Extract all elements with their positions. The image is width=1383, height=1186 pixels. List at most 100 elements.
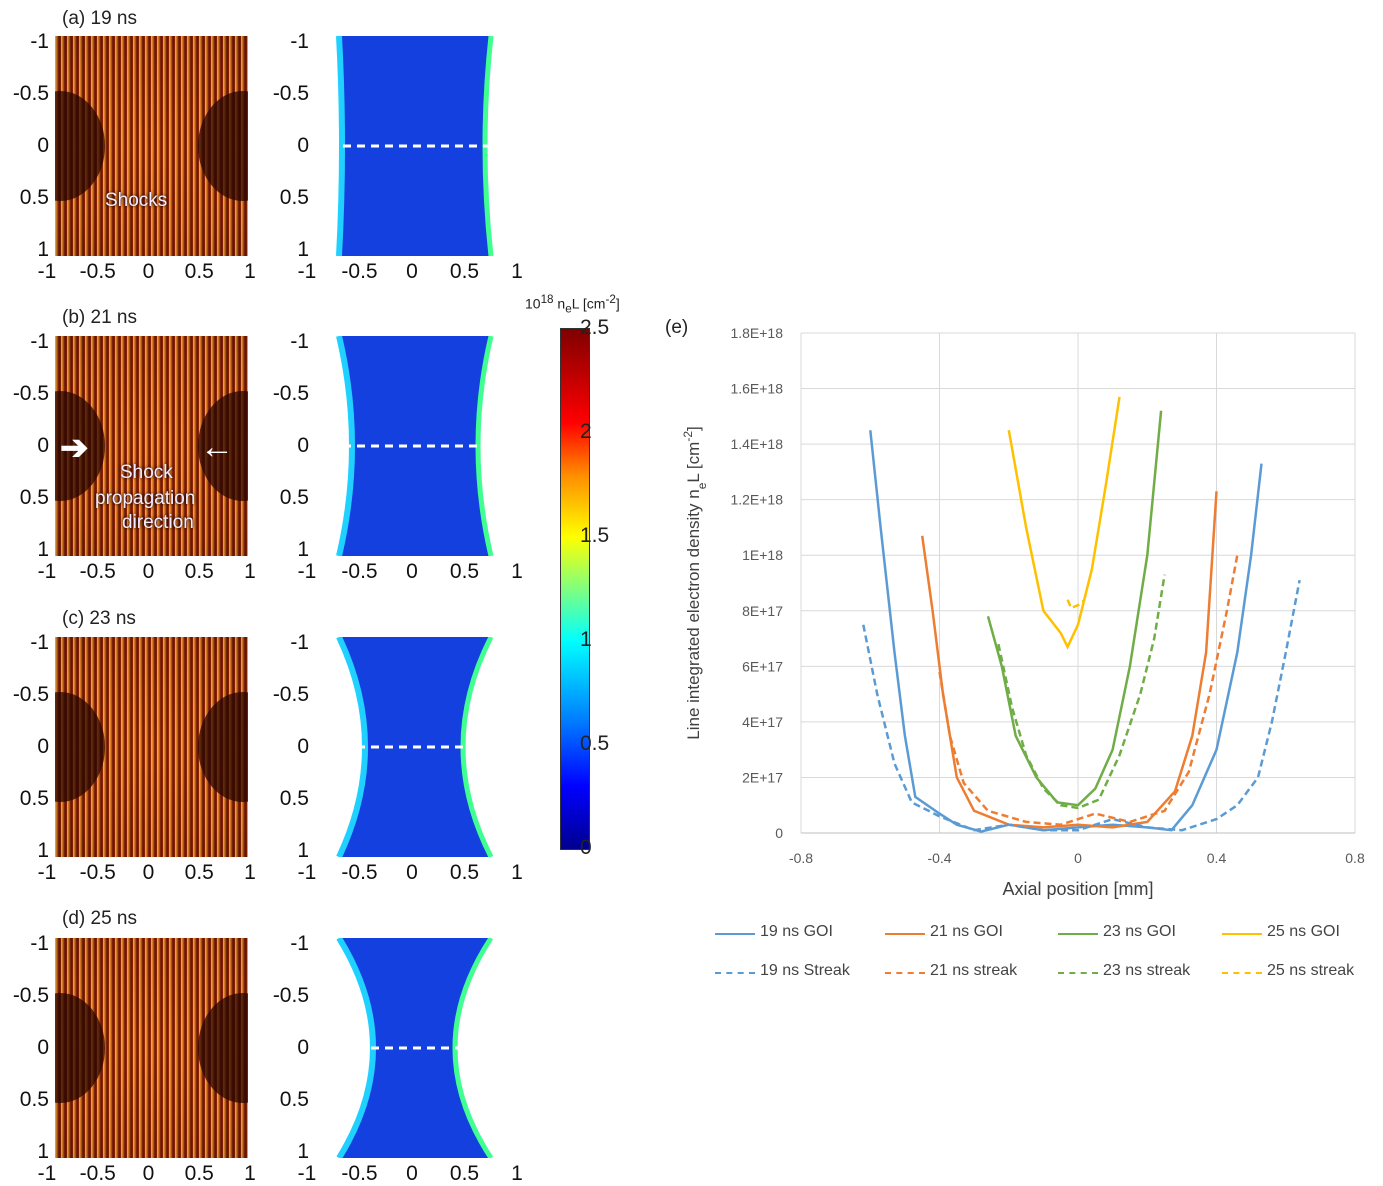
x-tick-label: 1 bbox=[511, 260, 523, 284]
shock-direction-label: propagation bbox=[95, 488, 195, 510]
legend-label: 25 ns GOI bbox=[1267, 923, 1340, 941]
colorbar-tick-label: 2 bbox=[580, 420, 592, 444]
y-tick-label: -1 bbox=[9, 932, 49, 956]
x-tick-label: 0.5 bbox=[185, 861, 214, 885]
y-tick-label: -0.5 bbox=[9, 984, 49, 1008]
x-tick-label: 0.5 bbox=[450, 260, 479, 284]
y-tick-label: -1 bbox=[9, 631, 49, 655]
x-tick-label: -1 bbox=[38, 861, 57, 885]
y-tick-label: 1.8E+18 bbox=[730, 325, 783, 341]
y-tick-label: 0 bbox=[269, 735, 309, 759]
legend-swatch bbox=[1222, 972, 1262, 974]
y-tick-label: 0.5 bbox=[9, 1088, 49, 1112]
shocks-label: Shocks bbox=[105, 190, 167, 212]
colorbar-tick-label: 0 bbox=[580, 836, 592, 860]
x-tick-label: 0 bbox=[1074, 850, 1082, 866]
series-line bbox=[940, 555, 1238, 825]
arrow-icon: ← bbox=[200, 428, 234, 467]
y-tick-label: 1.4E+18 bbox=[730, 436, 783, 452]
legend-swatch bbox=[885, 972, 925, 974]
y-tick-label: 1 bbox=[9, 538, 49, 562]
legend-swatch bbox=[1058, 972, 1098, 974]
y-tick-label: -0.5 bbox=[269, 382, 309, 406]
x-tick-label: -0.5 bbox=[80, 560, 116, 584]
x-tick-label: 0.8 bbox=[1345, 850, 1365, 866]
y-tick-label: 1 bbox=[269, 238, 309, 262]
x-tick-label: -0.5 bbox=[80, 1162, 116, 1186]
y-tick-label: -0.5 bbox=[269, 82, 309, 106]
shock-direction-label: Shock bbox=[120, 462, 173, 484]
arrow-icon: ➔ bbox=[60, 428, 89, 468]
legend-swatch bbox=[885, 933, 925, 935]
y-tick-label: 1 bbox=[269, 538, 309, 562]
x-tick-label: 0 bbox=[406, 260, 418, 284]
panel-title: (c) 23 ns bbox=[62, 608, 136, 630]
series-line bbox=[1009, 397, 1120, 647]
y-tick-label: 0.5 bbox=[269, 186, 309, 210]
x-tick-label: 0 bbox=[406, 1162, 418, 1186]
interferogram-image bbox=[55, 36, 248, 256]
y-tick-label: -1 bbox=[269, 30, 309, 54]
x-tick-label: -0.5 bbox=[341, 861, 377, 885]
x-tick-label: -0.5 bbox=[80, 861, 116, 885]
density-map bbox=[315, 637, 515, 857]
legend-label: 25 ns streak bbox=[1267, 962, 1354, 980]
y-tick-label: 8E+17 bbox=[742, 603, 783, 619]
y-tick-label: 0 bbox=[9, 134, 49, 158]
legend-label: 23 ns streak bbox=[1103, 962, 1190, 980]
legend-swatch bbox=[1058, 933, 1098, 935]
x-tick-label: -1 bbox=[298, 1162, 317, 1186]
density-map bbox=[315, 36, 515, 256]
line-chart: 0 2E+17 4E+17 6E+17 8E+17 1E+18 1.2E+18 1.4E+18… bbox=[663, 315, 1383, 995]
x-tick-label: 0 bbox=[143, 1162, 155, 1186]
legend-label: 23 ns GOI bbox=[1103, 923, 1176, 941]
y-tick-label: -1 bbox=[269, 631, 309, 655]
x-tick-label: -0.5 bbox=[341, 1162, 377, 1186]
y-tick-label: 1 bbox=[9, 1140, 49, 1164]
y-tick-label: -0.5 bbox=[9, 683, 49, 707]
y-tick-label: -0.5 bbox=[269, 984, 309, 1008]
y-tick-label: 1 bbox=[9, 839, 49, 863]
y-tick-label: 0 bbox=[9, 434, 49, 458]
y-tick-label: -0.5 bbox=[9, 82, 49, 106]
colorbar-tick-label: 1.5 bbox=[580, 524, 609, 548]
x-tick-label: 1 bbox=[244, 260, 256, 284]
x-tick-label: 0.5 bbox=[450, 560, 479, 584]
interferogram-image bbox=[55, 938, 248, 1158]
x-tick-label: 0 bbox=[143, 560, 155, 584]
series-line bbox=[863, 580, 1299, 830]
y-tick-label: 0.5 bbox=[9, 787, 49, 811]
y-tick-label: 0.5 bbox=[269, 486, 309, 510]
legend-label: 19 ns Streak bbox=[760, 962, 850, 980]
x-tick-label: -0.4 bbox=[927, 850, 951, 866]
y-tick-label: 0 bbox=[9, 1036, 49, 1060]
y-tick-label: -1 bbox=[9, 330, 49, 354]
x-tick-label: -0.5 bbox=[80, 260, 116, 284]
shock-direction-label: direction bbox=[122, 512, 194, 534]
x-tick-label: 0.5 bbox=[185, 560, 214, 584]
x-tick-label: -1 bbox=[38, 260, 57, 284]
legend-swatch bbox=[715, 933, 755, 935]
x-tick-label: -1 bbox=[298, 861, 317, 885]
x-tick-label: -0.8 bbox=[789, 850, 813, 866]
y-tick-label: 1 bbox=[9, 238, 49, 262]
y-tick-label: -0.5 bbox=[9, 382, 49, 406]
y-tick-label: 2E+17 bbox=[742, 769, 783, 785]
y-tick-label: 0 bbox=[775, 825, 783, 841]
y-tick-label: -1 bbox=[269, 932, 309, 956]
x-tick-label: 0.5 bbox=[185, 1162, 214, 1186]
x-tick-label: 1 bbox=[511, 560, 523, 584]
y-tick-label: 1.6E+18 bbox=[730, 381, 783, 397]
x-tick-label: 0 bbox=[406, 861, 418, 885]
y-tick-label: -1 bbox=[9, 30, 49, 54]
y-tick-label: 0 bbox=[269, 1036, 309, 1060]
density-map bbox=[315, 336, 515, 556]
y-tick-label: 0 bbox=[269, 134, 309, 158]
legend-swatch bbox=[1222, 933, 1262, 935]
y-tick-label: -0.5 bbox=[269, 683, 309, 707]
series-line bbox=[988, 411, 1161, 805]
y-tick-label: 1E+18 bbox=[742, 547, 783, 563]
legend-label: 19 ns GOI bbox=[760, 923, 833, 941]
x-tick-label: -1 bbox=[298, 260, 317, 284]
y-tick-label: -1 bbox=[269, 330, 309, 354]
